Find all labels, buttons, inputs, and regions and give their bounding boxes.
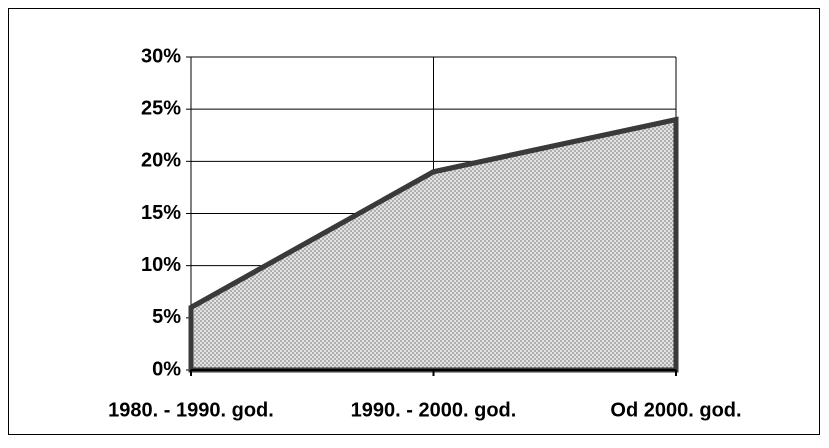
y-tick-label: 0% <box>152 358 181 380</box>
area-line <box>189 117 677 310</box>
x-tick-label: Od 2000. god. <box>610 399 741 421</box>
y-tick-label: 20% <box>141 150 181 172</box>
y-tick-label: 5% <box>152 306 181 328</box>
x-tick-label: 1990. - 2000. god. <box>351 399 517 421</box>
y-tick-label: 25% <box>141 97 181 119</box>
y-tick-label: 10% <box>141 254 181 276</box>
y-tick-label: 15% <box>141 202 181 224</box>
y-tick-label: 30% <box>141 45 181 67</box>
x-tick-label: 1980. - 1990. god. <box>108 399 274 421</box>
